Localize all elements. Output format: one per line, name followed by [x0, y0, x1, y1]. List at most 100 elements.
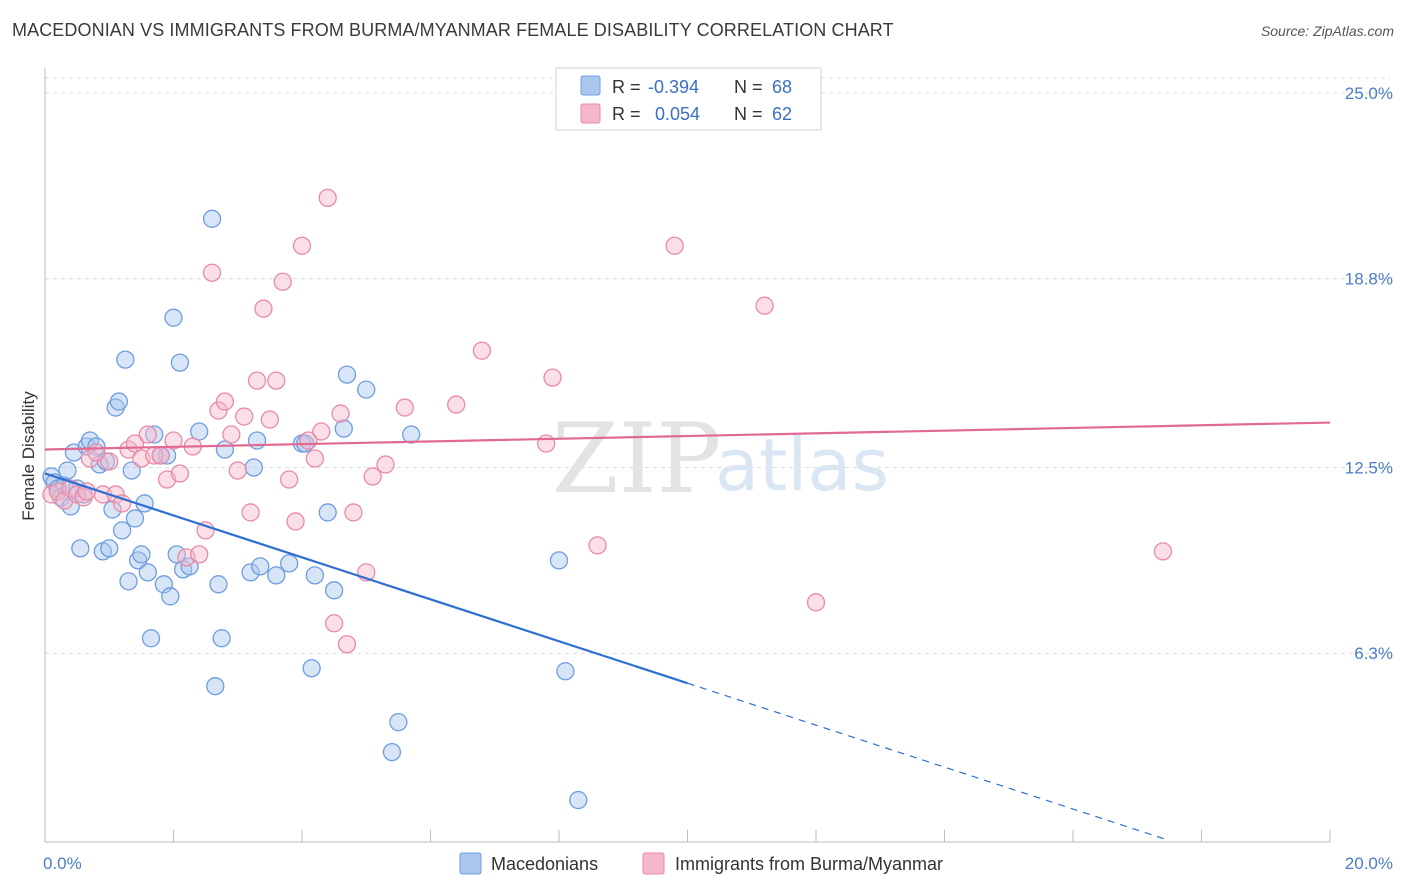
- macedonians-point-57: [318, 503, 337, 522]
- burma-point-29: [228, 461, 247, 480]
- macedonians-point-42: [202, 209, 222, 228]
- macedonians-point-65: [549, 551, 569, 570]
- macedonians-point-18: [103, 500, 122, 519]
- macedonians-point-55: [302, 659, 321, 678]
- legend-r-label-blue: R =: [612, 77, 641, 97]
- macedonians-point-25: [125, 509, 145, 528]
- burma-point-25: [202, 263, 222, 282]
- legend-n-value-pink: 62: [772, 104, 792, 124]
- watermark-atlas: atlas: [715, 423, 889, 507]
- burma-point-28: [222, 425, 241, 444]
- macedonians-point-47: [241, 563, 260, 582]
- legend-swatch-burma: [642, 852, 665, 875]
- legend-n-label-pink: N =: [734, 104, 763, 124]
- burma-point-45: [331, 404, 350, 423]
- y-tick-label-1: 12.5%: [1345, 458, 1393, 477]
- burma-point-23: [190, 545, 209, 564]
- legend-r-value-pink: 0.054: [655, 104, 700, 124]
- legend-label-macedonians: Macedonians: [491, 854, 598, 874]
- legend-n-value-blue: 68: [772, 77, 792, 97]
- burma-point-32: [247, 371, 267, 390]
- burma-point-54: [537, 434, 556, 453]
- burma-point-61: [77, 482, 96, 501]
- burma-point-43: [318, 188, 337, 207]
- macedonians-point-52: [279, 554, 299, 573]
- macedonians-trend-line: [44, 472, 688, 685]
- macedonians-point-59: [334, 419, 353, 438]
- macedonians-point-30: [141, 629, 161, 648]
- x-tick-labels: 0.0% 20.0%: [43, 854, 1393, 873]
- macedonians-point-60: [337, 365, 357, 384]
- y-tick-label-2: 18.8%: [1345, 270, 1393, 289]
- macedonians-point-31: [145, 425, 164, 444]
- macedonians-point-17: [100, 539, 119, 558]
- macedonians-point-49: [247, 431, 267, 450]
- legend-n-label-blue: N =: [734, 77, 763, 97]
- macedonians-point-23: [119, 572, 138, 591]
- macedonians-point-66: [556, 662, 575, 681]
- macedonians-point-27: [132, 545, 151, 564]
- burma-point-31: [241, 503, 260, 522]
- burma-point-52: [447, 395, 466, 414]
- x-tick-label-1: 20.0%: [1345, 854, 1393, 873]
- burma-point-58: [755, 296, 774, 315]
- y-axis-label: Female Disability: [19, 391, 38, 521]
- macedonians-point-43: [206, 677, 225, 696]
- burma-point-46: [337, 635, 357, 654]
- macedonians-point-48: [244, 458, 263, 477]
- burma-point-53: [472, 341, 492, 360]
- burma-point-56: [588, 536, 607, 555]
- macedonians-point-29: [138, 563, 157, 582]
- burma-point-20: [170, 464, 190, 483]
- correlation-legend: R = -0.394 N = 68 R = 0.054 N = 62: [555, 67, 822, 131]
- macedonians-point-63: [389, 713, 408, 732]
- macedonians-point-64: [402, 425, 421, 444]
- burma-point-27: [215, 392, 235, 411]
- burma-point-38: [286, 512, 305, 531]
- macedonians-point-35: [161, 587, 180, 606]
- macedonians-point-21: [112, 521, 132, 540]
- source-credit: Source: ZipAtlas.com: [1260, 23, 1394, 39]
- y-tick-label-0: 6.3%: [1354, 644, 1393, 663]
- macedonians-point-51: [267, 566, 286, 585]
- macedonians-point-9: [71, 539, 90, 558]
- burma-point-50: [376, 455, 395, 474]
- legend-swatch-blue: [580, 75, 601, 96]
- burma-point-39: [292, 236, 312, 255]
- burma-point-15: [138, 425, 157, 444]
- legend-label-burma: Immigrants from Burma/Myanmar: [675, 854, 943, 874]
- macedonians-point-56: [305, 566, 325, 585]
- macedonians-point-38: [170, 353, 190, 372]
- watermark: ZIP atlas: [552, 403, 889, 515]
- legend-r-value-blue: -0.394: [648, 77, 699, 97]
- burma-point-51: [395, 398, 414, 417]
- burma-trend-line: [44, 421, 1331, 451]
- macedonians-point-62: [382, 742, 402, 762]
- burma-point-60: [1153, 542, 1173, 561]
- chart-title: MACEDONIAN VS IMMIGRANTS FROM BURMA/MYAN…: [12, 20, 894, 40]
- macedonians-trend-extension: [687, 682, 1170, 842]
- burma-point-55: [543, 368, 562, 387]
- macedonians-point-22: [116, 350, 135, 369]
- macedonians-point-58: [324, 581, 344, 600]
- burma-point-9: [100, 452, 119, 471]
- macedonians-point-20: [109, 392, 129, 411]
- burma-point-59: [806, 593, 826, 612]
- burma-point-36: [273, 272, 292, 291]
- axes: [44, 68, 1331, 843]
- series-macedonians-points: [42, 209, 588, 810]
- burma-point-49: [363, 467, 382, 486]
- x-tick-label-0: 0.0%: [43, 854, 82, 873]
- macedonians-point-24: [122, 461, 141, 480]
- macedonians-point-45: [212, 629, 231, 648]
- burma-point-41: [305, 449, 325, 468]
- macedonians-point-50: [251, 557, 270, 576]
- legend-swatch-macedonians: [459, 852, 482, 875]
- macedonians-point-61: [357, 380, 376, 399]
- burma-point-26: [209, 401, 228, 420]
- watermark-zip: ZIP: [552, 403, 721, 515]
- series-burma-points: [42, 188, 1173, 654]
- macedonians-point-36: [164, 308, 183, 327]
- burma-point-44: [324, 614, 344, 633]
